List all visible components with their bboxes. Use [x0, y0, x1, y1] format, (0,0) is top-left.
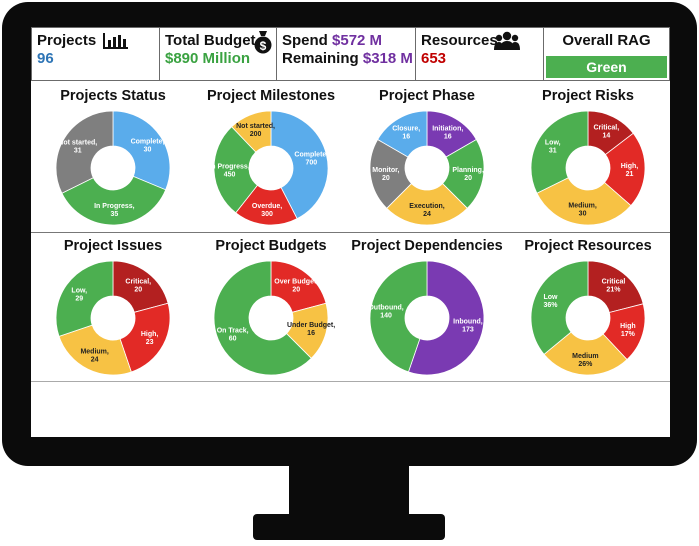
chart-title: Project Milestones: [206, 88, 336, 104]
chart-title: Projects Status: [60, 88, 166, 104]
donut-chart: Critical 21% High 17% Medium 26% Low 36%: [530, 260, 646, 376]
chart-project-dependencies: Project Dependencies Inbound, 173 Outbound…: [351, 238, 503, 408]
donut-chart: Over Budget, 20 Under Budget, 16 On Track, 60: [213, 260, 335, 376]
slice-label: Execution, 24: [409, 203, 444, 218]
chart-project-resources: Project Resources Critical 21% High 17% Medi…: [513, 238, 663, 408]
slice-label: Critical, 14: [594, 124, 620, 139]
chart-title: Project Issues: [63, 238, 163, 254]
slice-outbound: [369, 260, 428, 373]
kpi-remaining-value: $318 M: [362, 50, 413, 67]
chart-title: Project Risks: [542, 88, 634, 104]
svg-text:$: $: [260, 39, 267, 53]
slice-label: Overdue, 300: [252, 203, 282, 218]
donut-chart: Complete, 30 In Progress, 35 Not started, 31: [55, 110, 171, 226]
slice-label: Closure, 16: [392, 126, 420, 141]
chart-project-budgets: Project Budgets Over Budget, 20 Under Budg…: [196, 238, 346, 408]
slice-not-started: [231, 110, 272, 153]
slice-label: Complete, 700: [294, 152, 328, 167]
slice-not-started: [55, 110, 114, 194]
kpi-budget-value: $890 Million: [165, 50, 251, 67]
slice-low: [530, 260, 589, 355]
donut-chart: Complete, 700 Overdue, 300 In Progress, 450 No…: [209, 110, 329, 226]
slice-medium: [543, 331, 628, 376]
chart-project-milestones: Project Milestones Complete, 700 Overdue, 3…: [196, 88, 346, 258]
people-icon: [494, 31, 520, 50]
kpi-spend-label: Spend: [282, 32, 328, 49]
slice-label: Under Budget, 16: [287, 322, 335, 337]
kpi-bar: Projects 96 Total Budget $890 Million $ …: [31, 27, 670, 81]
row-divider: [31, 232, 670, 233]
slice-closure: [377, 110, 428, 158]
chart-title: Project Budgets: [215, 238, 327, 254]
slice-label: Critical 21%: [602, 279, 626, 294]
slice-high: [119, 302, 171, 373]
slice-label: Low 36%: [543, 294, 558, 309]
slice-complete: [112, 110, 171, 191]
chart-title: Project Resources: [524, 238, 652, 254]
kpi-spend-value: $572 M: [332, 32, 383, 49]
kpi-budget-label: Total Budget: [165, 32, 256, 49]
slice-low: [530, 110, 589, 194]
slice-label: High 17%: [620, 323, 636, 338]
kpi-rag: Overall RAG Green: [544, 28, 669, 80]
donut-chart: Critical, 20 High, 23 Medium, 24 Low, 29: [55, 260, 171, 376]
chart-project-phase: Project Phase Initiation, 16 Planning, 20 Ex…: [352, 88, 502, 258]
kpi-projects-label: Projects: [37, 32, 97, 49]
bottom-divider: [31, 381, 670, 382]
slice-execution: [386, 182, 468, 226]
slice-label: Inbound, 173: [453, 318, 483, 333]
slice-label: Over Budget, 20: [274, 279, 318, 294]
slice-label: High, 23: [141, 331, 159, 346]
kpi-projects: Projects 96: [32, 28, 160, 80]
slice-high: [603, 132, 646, 207]
slice-label: Monitor, 20: [372, 167, 399, 182]
bar-chart-icon: [103, 33, 128, 49]
slice-label: Not started, 200: [236, 123, 275, 138]
chart-projects-status: Projects Status Complete, 30 In Progress, 3…: [38, 88, 188, 258]
kpi-resources-label: Resources: [421, 32, 498, 49]
slice-label: Not started, 31: [58, 140, 97, 155]
money-bag-icon: $: [254, 31, 272, 54]
kpi-projects-value: 96: [37, 50, 54, 67]
chart-project-issues: Project Issues Critical, 20 High, 23 Medium,…: [38, 238, 188, 408]
slice-label: Medium 26%: [572, 353, 598, 368]
slice-on-track: [213, 260, 312, 376]
slice-in-progress: [213, 126, 258, 214]
slice-label: In Progress, 35: [94, 203, 135, 218]
slice-label: Critical, 20: [125, 279, 151, 294]
dashboard-screen: Projects 96 Total Budget $890 Million $ …: [31, 27, 670, 437]
slice-low: [55, 260, 114, 337]
kpi-remaining-label: Remaining: [282, 50, 359, 67]
slice-complete: [270, 110, 329, 220]
kpi-rag-label: Overall RAG: [562, 32, 651, 49]
slice-label: On Track, 60: [217, 327, 249, 342]
slice-medium: [58, 324, 132, 376]
slice-label: Outbound, 140: [368, 305, 403, 320]
rag-status-badge: Green: [546, 56, 667, 78]
chart-title: Project Dependencies: [351, 238, 503, 254]
kpi-resources: Resources 653: [416, 28, 544, 80]
slice-label: High, 21: [621, 163, 639, 178]
slice-label: Low, 31: [545, 140, 561, 155]
slice-label: Medium, 24: [80, 349, 108, 364]
slice-in-progress: [61, 175, 167, 226]
slice-medium: [536, 177, 632, 226]
chart-title: Project Phase: [379, 88, 475, 104]
donut-chart: Initiation, 16 Planning, 20 Execution, 24 Moni…: [369, 110, 485, 226]
kpi-spend: Spend $572 M Remaining $318 M: [277, 28, 416, 80]
slice-label: Low, 29: [71, 287, 87, 302]
slice-label: In Progress, 450: [209, 163, 250, 178]
monitor-stand-neck: [289, 465, 409, 517]
donut-chart: Critical, 14 High, 21 Medium, 30 Low, 31: [530, 110, 646, 226]
slice-label: Medium, 30: [568, 203, 596, 218]
donut-chart: Inbound, 173 Outbound, 140: [368, 260, 485, 376]
chart-project-risks: Project Risks Critical, 14 High, 21 Medium, 3…: [513, 88, 663, 258]
slice-label: Complete, 30: [131, 138, 165, 153]
slice-label: Planning, 20: [452, 167, 484, 182]
kpi-budget: Total Budget $890 Million $: [160, 28, 277, 80]
kpi-resources-value: 653: [421, 50, 447, 67]
monitor-stand-base: [253, 514, 445, 540]
slice-label: Initiation, 16: [432, 126, 463, 141]
